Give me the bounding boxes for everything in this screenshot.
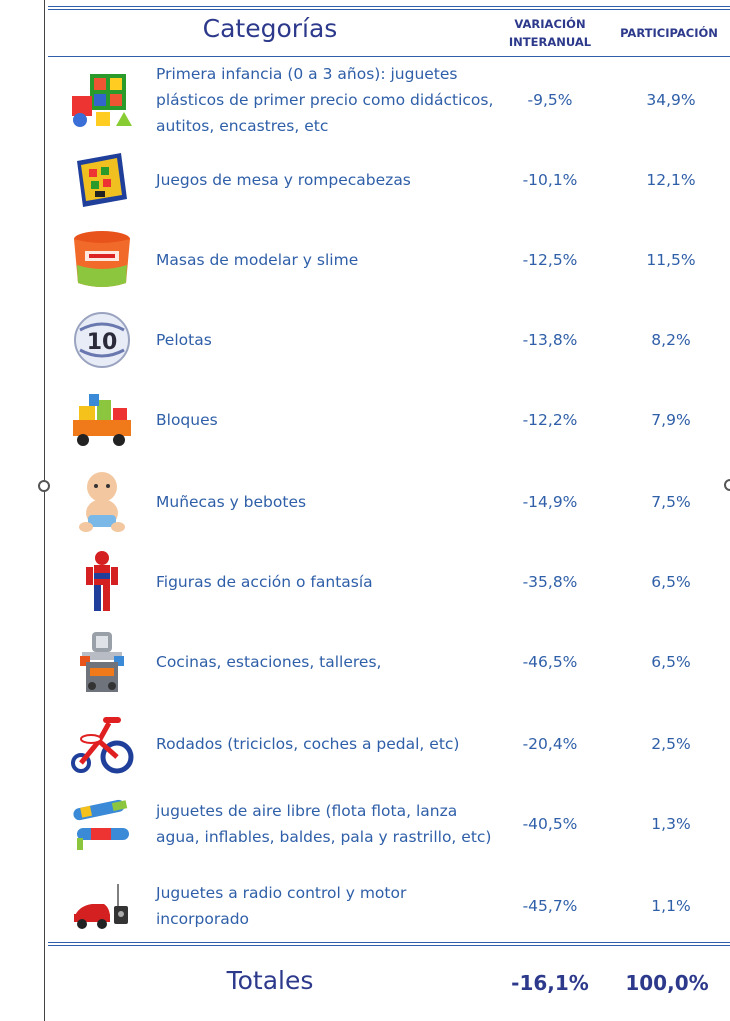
ball-icon: 10 <box>66 304 138 376</box>
share-value: 34,9% <box>646 91 696 109</box>
category-label: Rodados (triciclos, coches a pedal, etc) <box>156 735 460 753</box>
doll-icon <box>66 466 138 538</box>
category-label: Figuras de acción o fantasía <box>156 573 373 591</box>
variation-value: -14,9% <box>522 493 578 511</box>
share-value: 2,5% <box>651 735 691 753</box>
category-label: Juegos de mesa y rompecabezas <box>156 171 411 189</box>
svg-text:10: 10 <box>87 330 118 355</box>
share-value: 1,1% <box>651 897 691 915</box>
column-header-share: PARTICIPACIÓN <box>620 26 718 40</box>
variation-value: -13,8% <box>522 331 578 349</box>
share-value: 6,5% <box>651 573 691 591</box>
category-label: Juguetes a radio control y motor incorpo… <box>156 884 407 928</box>
header-top-rule-inner <box>48 9 730 10</box>
table-row: Muñecas y bebotes -14,9% 7,5% <box>48 462 730 542</box>
table-row: Bloques -12,2% 7,9% <box>48 380 730 460</box>
table-row: Figuras de acción o fantasía -35,8% 6,5% <box>48 542 730 622</box>
category-label: Masas de modelar y slime <box>156 251 359 269</box>
table-row: Juegos de mesa y rompecabezas -10,1% 12,… <box>48 140 730 220</box>
table-row: Juguetes a radio control y motor incorpo… <box>48 866 730 946</box>
header-top-rule <box>48 6 730 7</box>
action-figure-icon <box>66 546 138 618</box>
category-label: Pelotas <box>156 331 212 349</box>
variation-value: -45,7% <box>522 897 578 915</box>
blocks-icon <box>66 384 138 456</box>
table-row: Primera infancia (0 a 3 años): juguetes … <box>48 60 730 140</box>
table-row: 10 Pelotas -13,8% 8,2% <box>48 300 730 380</box>
totals-top-rule <box>48 942 730 943</box>
page-title: Categorías <box>202 14 338 43</box>
category-label: Primera infancia (0 a 3 años): juguetes … <box>156 65 494 135</box>
share-value: 6,5% <box>651 653 691 671</box>
table-row: Masas de modelar y slime -12,5% 11,5% <box>48 220 730 300</box>
frame-border <box>44 0 45 1021</box>
table-row: juguetes de aire libre (flota flota, lan… <box>48 784 730 864</box>
category-label: Cocinas, estaciones, talleres, <box>156 653 382 671</box>
category-label: Muñecas y bebotes <box>156 493 307 511</box>
variation-value: -40,5% <box>522 815 578 833</box>
resize-handle-right[interactable] <box>724 479 730 491</box>
variation-value: -20,4% <box>522 735 578 753</box>
totals-top-rule-inner <box>48 945 730 946</box>
share-value: 12,1% <box>646 171 696 189</box>
share-value: 7,5% <box>651 493 691 511</box>
variation-value: -46,5% <box>522 653 578 671</box>
variation-value: -9,5% <box>527 91 573 109</box>
table-row: Rodados (triciclos, coches a pedal, etc)… <box>48 704 730 784</box>
baby-toys-icon <box>66 64 138 136</box>
category-label: Bloques <box>156 411 218 429</box>
modeling-clay-icon <box>66 224 138 296</box>
totals-label: Totales <box>226 966 314 995</box>
share-value: 7,9% <box>651 411 691 429</box>
share-value: 1,3% <box>651 815 691 833</box>
totals-variation: -16,1% <box>511 971 589 995</box>
variation-value: -12,2% <box>522 411 578 429</box>
share-value: 8,2% <box>651 331 691 349</box>
variation-value: -35,8% <box>522 573 578 591</box>
tricycle-icon <box>66 708 138 780</box>
resize-handle-left[interactable] <box>38 480 50 492</box>
variation-value: -10,1% <box>522 171 578 189</box>
share-value: 11,5% <box>646 251 696 269</box>
kitchen-playset-icon <box>66 626 138 698</box>
table-row: Cocinas, estaciones, talleres, -46,5% 6,… <box>48 622 730 702</box>
column-header-variation: VARIACIÓN INTERANUAL <box>508 17 592 49</box>
totals-share: 100,0% <box>625 971 709 995</box>
water-toys-icon <box>66 788 138 860</box>
variation-value: -12,5% <box>522 251 578 269</box>
rc-car-icon <box>66 870 138 942</box>
header-bottom-rule <box>48 56 730 57</box>
board-game-icon <box>66 144 138 216</box>
category-label: juguetes de aire libre (flota flota, lan… <box>156 802 492 846</box>
